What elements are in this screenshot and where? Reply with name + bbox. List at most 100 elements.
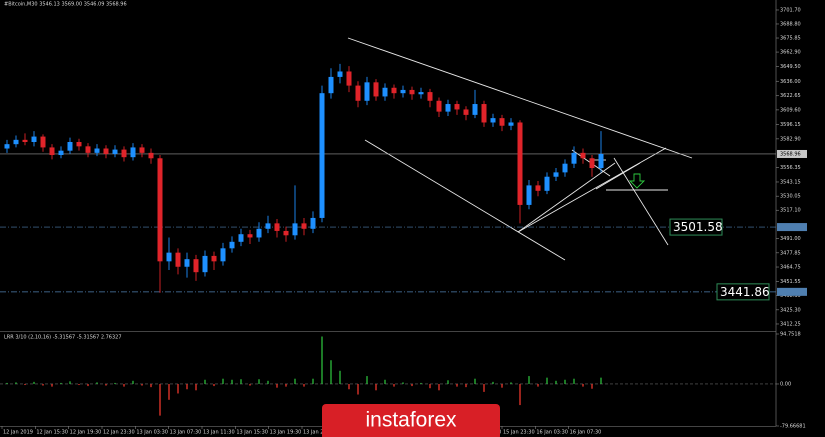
candle-body [211,255,217,262]
candle-body [382,87,388,97]
trend-line [517,162,616,233]
candle-body [229,241,235,249]
level-label: 3501.58 [673,220,723,234]
candle-body [67,142,73,151]
candle-body [589,158,595,169]
histogram-bar [339,370,341,384]
logo-box [322,404,500,437]
x-tick-label: 13 Jan 23:30 [303,430,335,436]
histogram-bar [123,383,125,387]
histogram-bar [429,383,431,389]
y-tick-label: -79.66681 [780,424,806,430]
candle-body [328,76,334,94]
candle-body [481,104,487,123]
histogram-bar [285,383,287,387]
histogram-bar [546,377,548,384]
candle-body [49,147,55,156]
histogram-bar [366,376,368,384]
last-price-box [777,149,807,158]
trend-line [595,162,641,190]
candle-body [85,146,91,153]
y-tick-label: 3491.00 [780,236,801,242]
candle-body [562,163,568,173]
trend-lines [347,37,693,261]
y-tick-label: 3412.25 [780,321,801,327]
candle-body [58,150,64,156]
x-tick-label: 13 Jan 07:30 [170,430,202,436]
candle-body [40,136,46,148]
histogram-bar [177,383,179,394]
chart-title: #Bitcoin,M30 3546.13 3569.00 3546.09 356… [4,2,127,8]
candle-body [454,104,460,110]
y-tick-label: 3675.85 [780,36,801,42]
candle-body [94,148,100,153]
histogram-bar [105,383,107,386]
candle-body [598,153,604,169]
candle-body [22,139,28,143]
histogram-bar [150,383,152,388]
candle-body [571,152,577,164]
y-tick-label: 3530.05 [780,194,801,200]
candle-body [292,223,298,236]
y-tick-label: 3701.70 [780,7,801,13]
level-axis-box [777,223,807,232]
candle-body [472,104,478,115]
candle-body [418,92,424,95]
x-tick-label: 13 Jan 03:30 [136,430,168,436]
histogram-bar [447,380,449,384]
y-tick-label: 94.7518 [780,332,801,338]
histogram-bar [204,379,206,384]
candle-body [580,152,586,159]
trend-line [517,147,667,233]
candle-body [526,185,532,205]
logo-text: instaforex [365,409,457,432]
candle-body [202,255,208,273]
histogram-bar [141,383,143,386]
histogram-bar [456,383,458,387]
histogram-bar [222,378,224,384]
histogram-bar [483,383,485,392]
candle-body [427,92,433,101]
y-tick-label: 3477.85 [780,250,801,256]
histogram-bar [357,383,359,395]
histogram-bar [78,383,80,386]
candle-body [409,89,415,95]
histogram-bar [69,381,71,384]
candle-body [31,136,37,143]
histogram-bar [267,380,269,384]
candle-body [373,82,379,97]
y-tick-label: 3556.35 [780,165,801,171]
histogram-bar [231,379,233,384]
candle-body [553,172,559,177]
arrow-icon [628,173,646,189]
histogram-bar [330,360,332,384]
histogram-bar [51,383,53,387]
candle-body [193,259,199,273]
histogram-bar [555,380,557,384]
histogram-bar [492,381,494,384]
x-tick-label: 12 Jan 15:30 [36,430,68,436]
candle-body [508,122,514,126]
candle-body [76,142,82,147]
histogram-bar [375,383,377,391]
candle-body [319,93,325,218]
y-tick-label: 3451.55 [780,279,801,285]
histogram-bar [294,378,296,384]
indicator-title: LRR 3/10 (2,10,16) -5.31567 -5.31567 2.7… [4,335,122,341]
candle-body [238,234,244,242]
level-axis-box [777,287,807,296]
histogram-bar [420,382,422,384]
level-label: 3441.86 [720,285,770,299]
candle-body [184,259,190,267]
watermark-logo: instaforex [322,404,500,437]
candle-body [337,71,343,77]
candle-body [148,152,154,159]
histogram-bar [312,378,314,384]
histogram-bar [114,382,116,384]
y-tick-label: 3636.00 [780,79,801,85]
x-tick-label: 15 Jan 23:30 [503,430,535,436]
histogram-bar [33,381,35,384]
x-tick-label: 13 Jan 15:30 [236,430,268,436]
candle-body [517,122,523,205]
histogram-bar [411,383,413,387]
